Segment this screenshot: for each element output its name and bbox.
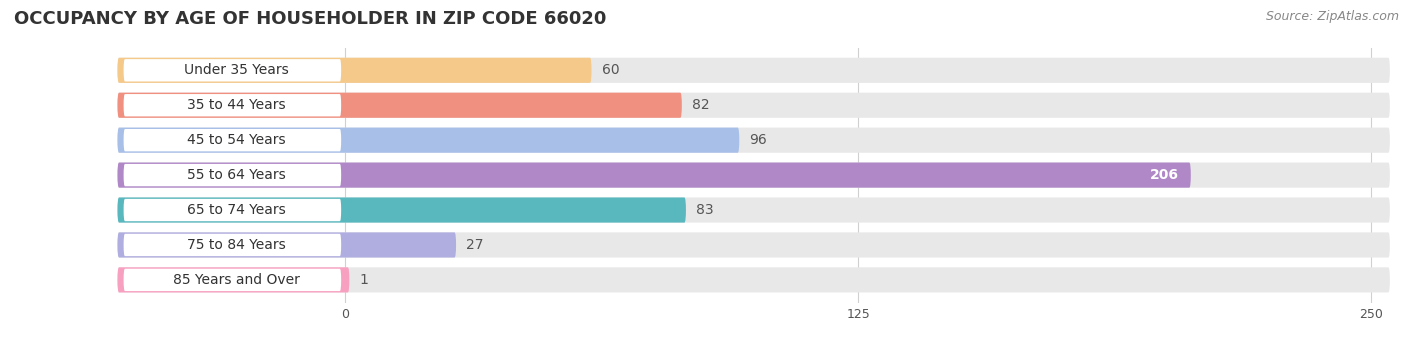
- Text: 1: 1: [360, 273, 368, 287]
- FancyBboxPatch shape: [118, 198, 1391, 223]
- Text: 83: 83: [696, 203, 714, 217]
- FancyBboxPatch shape: [118, 163, 1191, 188]
- Text: 75 to 84 Years: 75 to 84 Years: [187, 238, 285, 252]
- FancyBboxPatch shape: [118, 163, 1391, 188]
- Text: 55 to 64 Years: 55 to 64 Years: [187, 168, 285, 182]
- Text: 206: 206: [1150, 168, 1178, 182]
- Text: OCCUPANCY BY AGE OF HOUSEHOLDER IN ZIP CODE 66020: OCCUPANCY BY AGE OF HOUSEHOLDER IN ZIP C…: [14, 10, 606, 28]
- FancyBboxPatch shape: [118, 58, 592, 83]
- FancyBboxPatch shape: [118, 58, 1391, 83]
- Text: Under 35 Years: Under 35 Years: [184, 63, 288, 77]
- FancyBboxPatch shape: [124, 59, 342, 82]
- FancyBboxPatch shape: [118, 93, 1391, 118]
- FancyBboxPatch shape: [124, 234, 342, 256]
- FancyBboxPatch shape: [118, 232, 456, 257]
- FancyBboxPatch shape: [124, 199, 342, 221]
- Text: 35 to 44 Years: 35 to 44 Years: [187, 98, 285, 112]
- Text: 85 Years and Over: 85 Years and Over: [173, 273, 299, 287]
- FancyBboxPatch shape: [124, 269, 342, 291]
- FancyBboxPatch shape: [118, 198, 686, 223]
- FancyBboxPatch shape: [118, 128, 740, 153]
- FancyBboxPatch shape: [124, 129, 342, 151]
- Text: 96: 96: [749, 133, 768, 147]
- Text: 65 to 74 Years: 65 to 74 Years: [187, 203, 285, 217]
- FancyBboxPatch shape: [124, 94, 342, 116]
- FancyBboxPatch shape: [118, 267, 349, 292]
- Text: 27: 27: [467, 238, 484, 252]
- Text: 45 to 54 Years: 45 to 54 Years: [187, 133, 285, 147]
- FancyBboxPatch shape: [124, 164, 342, 186]
- FancyBboxPatch shape: [118, 267, 1391, 292]
- FancyBboxPatch shape: [118, 232, 1391, 257]
- Text: 60: 60: [602, 63, 620, 77]
- Text: Source: ZipAtlas.com: Source: ZipAtlas.com: [1265, 10, 1399, 23]
- FancyBboxPatch shape: [118, 93, 682, 118]
- FancyBboxPatch shape: [118, 128, 1391, 153]
- Text: 82: 82: [692, 98, 710, 112]
